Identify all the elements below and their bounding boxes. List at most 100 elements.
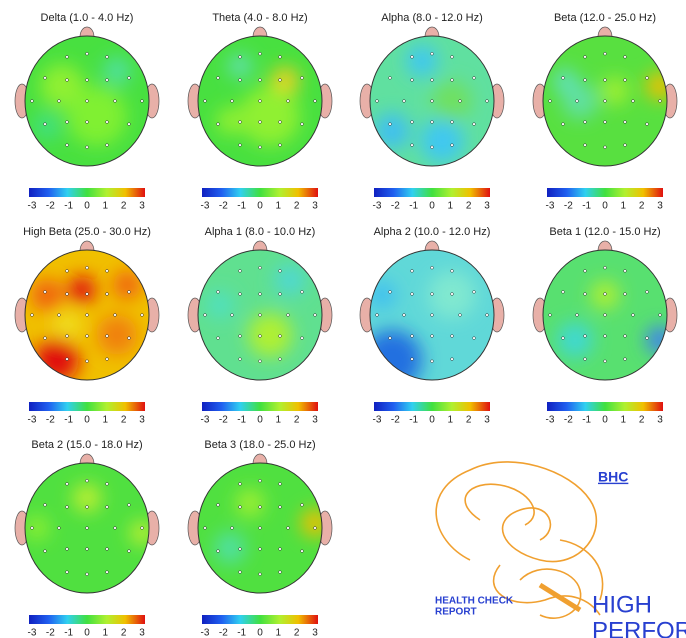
electrode	[451, 335, 454, 338]
electrode	[411, 293, 414, 296]
electrode	[204, 527, 207, 530]
electrode	[431, 293, 434, 296]
electrode	[376, 100, 379, 103]
colorbar-tick: 3	[312, 415, 318, 426]
logo-brand: BHC	[598, 469, 628, 485]
electrode	[106, 121, 109, 124]
electrode	[576, 314, 579, 317]
electrode	[86, 293, 89, 296]
electrode	[549, 100, 552, 103]
electrode	[204, 314, 207, 317]
electrode	[604, 121, 607, 124]
colorbar-tick: -2	[391, 201, 400, 212]
colorbar-tick: -1	[409, 201, 418, 212]
electrode	[128, 123, 131, 126]
electrode	[259, 293, 262, 296]
colorbar-tick: 0	[429, 415, 435, 426]
colorbar	[374, 188, 490, 197]
electrode	[259, 506, 262, 509]
colorbar-tick: 0	[602, 415, 608, 426]
electrode	[389, 77, 392, 80]
colorbar-tick: 0	[257, 201, 263, 212]
electrode	[604, 266, 607, 269]
colorbar-tick: 0	[84, 415, 90, 426]
electrode	[86, 266, 89, 269]
electrode	[58, 314, 61, 317]
electrode	[66, 506, 69, 509]
electrode	[576, 100, 579, 103]
electrode	[44, 504, 47, 507]
electrode	[659, 314, 662, 317]
electrode	[451, 56, 454, 59]
colorbar-tick: 1	[621, 201, 627, 212]
electrode	[584, 121, 587, 124]
electrode	[231, 100, 234, 103]
electrode	[646, 123, 649, 126]
electrode	[624, 293, 627, 296]
colorbar-tick: -3	[201, 201, 210, 212]
electrode	[279, 548, 282, 551]
electrode	[584, 335, 587, 338]
electrode	[259, 479, 262, 482]
electrode	[604, 52, 607, 55]
electrode	[301, 550, 304, 553]
electrode	[128, 77, 131, 80]
electrode	[301, 123, 304, 126]
electrode	[239, 144, 242, 147]
electrode	[259, 335, 262, 338]
topo-map: Beta 1 (12.0 - 15.0 Hz)-3-2-10123	[533, 226, 677, 426]
electrode	[403, 100, 406, 103]
electrode	[217, 123, 220, 126]
topo-map: Theta (4.0 - 8.0 Hz)-3-2-10123	[188, 12, 332, 212]
electrode	[451, 293, 454, 296]
electrode	[86, 506, 89, 509]
electrode	[259, 266, 262, 269]
map-title: Beta 2 (15.0 - 18.0 Hz)	[31, 439, 142, 451]
electrode	[584, 270, 587, 273]
electrode	[86, 573, 89, 576]
colorbar-tick: -1	[237, 201, 246, 212]
electrode	[66, 56, 69, 59]
electrode	[411, 121, 414, 124]
electrode	[279, 335, 282, 338]
logo-tagline: PERFOR	[592, 617, 686, 638]
colorbar-tick: 2	[121, 628, 127, 638]
head-field	[543, 36, 674, 166]
electrode	[411, 144, 414, 147]
electrode	[632, 100, 635, 103]
electrode	[231, 314, 234, 317]
electrode	[259, 79, 262, 82]
electrode	[624, 121, 627, 124]
logo: BHC HEALTH CHECK REPORT HIGH PERFOR	[435, 462, 686, 638]
electrode	[86, 121, 89, 124]
colorbar-tick: -2	[564, 201, 573, 212]
electrode	[389, 291, 392, 294]
colorbar-tick: -2	[219, 201, 228, 212]
electrode	[459, 100, 462, 103]
electrode	[301, 77, 304, 80]
electrode	[473, 291, 476, 294]
electrode	[239, 335, 242, 338]
electrode	[562, 337, 565, 340]
electrode	[66, 79, 69, 82]
electrode	[451, 144, 454, 147]
electrode	[604, 146, 607, 149]
electrode	[86, 79, 89, 82]
colorbar-tick: 0	[84, 201, 90, 212]
electrode	[106, 144, 109, 147]
electrode	[562, 77, 565, 80]
colorbar-tick: -3	[28, 415, 37, 426]
electrode	[106, 358, 109, 361]
electrode	[66, 548, 69, 551]
colorbar-tick: -3	[546, 415, 555, 426]
colorbar-tick: -3	[373, 415, 382, 426]
colorbar-tick: 3	[484, 415, 490, 426]
electrode	[624, 56, 627, 59]
colorbar-tick: 2	[639, 415, 645, 426]
electrode	[217, 550, 220, 553]
electrode	[624, 358, 627, 361]
colorbar-tick: -1	[582, 201, 591, 212]
electrode	[459, 314, 462, 317]
electrode	[44, 337, 47, 340]
electrode	[128, 291, 131, 294]
